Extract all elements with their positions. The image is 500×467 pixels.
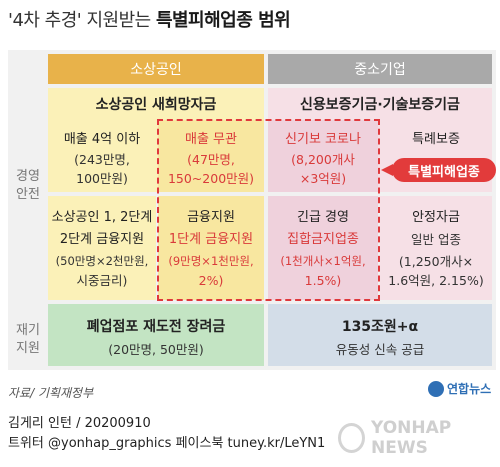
title-prefix: '4차 추경' 지원받는 (8, 10, 156, 31)
cell-stage2-finance (48, 196, 156, 300)
cell-text-8200: (8,200개사 (291, 152, 355, 167)
cell-text-special-guarantee: 특례보증 (412, 132, 460, 147)
cell-stage1-finance (158, 196, 264, 300)
cell-text-closure-title: 폐업점포 재도전 장려금 (86, 319, 226, 335)
agency-logo: 연합뉴스 (428, 380, 491, 397)
cell-corona-guarantee-bg (268, 120, 378, 192)
agency-name: 연합뉴스 (447, 382, 492, 396)
cell-text-1000: (1천개사×1억원, (280, 254, 366, 268)
cell-text-1-6: 1.6억원, 2.15%) (388, 273, 484, 288)
cell-text-150-200: 150~200만원) (167, 171, 255, 186)
row-label-restart: 재기 지원 (10, 322, 46, 358)
cell-text-finance-support: 금융지원 (187, 210, 235, 225)
header-sme: 중소기업 (268, 54, 492, 84)
special-damage-badge: 특별피해업종 (392, 158, 496, 182)
header-small-business: 소상공인 (48, 54, 264, 84)
cell-text-1-5pct: 1.5%) (304, 273, 342, 288)
cell-text-3eok: ×3억원) (299, 171, 347, 186)
cell-text-sales-irrelevant: 매출 무관 (185, 132, 237, 147)
cell-text-100: 100만원) (76, 171, 128, 186)
cell-text-sales-4: 매출 4억 이하 (63, 132, 141, 147)
cell-text-stage2: 2단계 금융지원 (59, 232, 145, 247)
cell-text-emergency: 긴급 경영 (297, 210, 349, 225)
cell-text-50: (50만명×2천만원, (55, 254, 149, 268)
cell-text-47: (47만명, (187, 152, 235, 167)
cell-text-corona: 신기보 코로나 (285, 132, 361, 147)
yonhap-watermark: YONHAP NEWS (338, 418, 496, 458)
cell-emergency-management (268, 196, 378, 300)
row-label-management-text: 경영 안전 (16, 169, 40, 202)
social-line: 트위터 @yonhap_graphics 페이스북 tuney.kr/LeYN1 (8, 436, 326, 451)
cell-text-20: (20만명, 50만원) (108, 342, 204, 357)
cell-text-new-hope-title: 소상공인 새희망자금 (95, 97, 217, 113)
cell-text-2pct: 2%) (198, 273, 224, 288)
cell-text-135: 135조원+α (341, 319, 419, 335)
cell-text-stage12: 소상공인 1, 2단계 (51, 210, 153, 225)
cell-text-credit-title: 신용보증기금·기술보증기금 (300, 97, 460, 113)
cell-text-general: 일반 업종 (411, 232, 461, 247)
cell-closure-restart (48, 304, 264, 366)
watermark-text: YONHAP NEWS (370, 418, 452, 458)
cell-text-1250: (1,250개사× (398, 254, 474, 269)
cell-text-gathering-ban: 집합금지업종 (287, 232, 359, 247)
cell-text-stability: 안정자금 (412, 210, 460, 225)
row-label-management: 경영 안전 (10, 168, 46, 204)
title-bold: 특별피해업종 범위 (155, 10, 291, 31)
cell-text-market-rate: 시중금리) (76, 273, 128, 288)
watermark-logo-icon (338, 423, 365, 453)
source-label: 자료/ 기획재정부 (8, 386, 94, 400)
cell-text-243: (243만명, (74, 152, 130, 167)
cell-text-9: (9만명×1천만원, (168, 254, 254, 268)
badge-pointer (381, 164, 393, 176)
agency-logo-icon (428, 380, 444, 397)
cell-text-liquidity: 유동성 신속 공급 (335, 342, 425, 357)
cell-text-stage1: 1단계 금융지원 (168, 232, 254, 247)
cell-stability-fund (380, 196, 492, 300)
row-label-restart-text: 재기 지원 (16, 323, 40, 356)
credit-line: 김게리 인턴 / 20200910 (8, 416, 151, 431)
special-damage-highlight-box (157, 119, 380, 301)
cell-sales-irrelevant-bg (158, 120, 264, 192)
cell-liquidity (268, 304, 492, 366)
page-title: '4차 추경' 지원받는 특별피해업종 범위 (8, 6, 291, 32)
